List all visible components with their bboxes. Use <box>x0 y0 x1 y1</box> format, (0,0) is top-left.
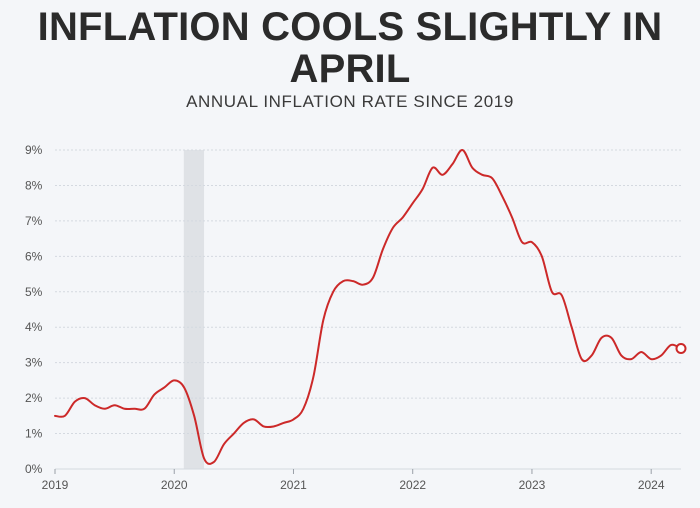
x-tick-label: 2020 <box>161 478 188 492</box>
data-point <box>74 401 76 403</box>
y-tick-label: 1% <box>25 427 43 441</box>
data-point <box>491 177 493 179</box>
y-tick-label: 9% <box>25 143 43 157</box>
y-tick-label: 6% <box>25 249 43 263</box>
data-point <box>213 461 215 463</box>
data-point <box>273 425 275 427</box>
series-line <box>54 149 682 465</box>
data-point <box>362 284 364 286</box>
data-point <box>292 418 294 420</box>
data-point <box>471 167 473 169</box>
data-point <box>263 425 265 427</box>
data-point <box>610 337 612 339</box>
data-point <box>670 344 672 346</box>
data-point <box>531 241 533 243</box>
x-tick-label: 2019 <box>42 478 69 492</box>
data-point <box>173 379 175 381</box>
data-point <box>54 415 56 417</box>
shaded-period <box>183 150 205 469</box>
data-point <box>94 404 96 406</box>
y-tick-label: 3% <box>25 356 43 370</box>
data-point <box>630 358 632 360</box>
data-point <box>511 216 513 218</box>
data-point <box>432 167 434 169</box>
data-point <box>114 404 116 406</box>
x-tick-label: 2021 <box>280 478 307 492</box>
data-point <box>203 457 205 459</box>
data-point <box>84 397 86 399</box>
data-point <box>283 422 285 424</box>
data-point <box>640 351 642 353</box>
data-point <box>591 355 593 357</box>
data-point <box>521 241 523 243</box>
x-tick-label: 2022 <box>399 478 426 492</box>
data-point <box>442 174 444 176</box>
data-point <box>600 337 602 339</box>
data-point <box>223 443 225 445</box>
y-tick-label: 8% <box>25 178 43 192</box>
y-tick-label: 5% <box>25 285 43 299</box>
data-point <box>551 291 553 293</box>
data-point <box>571 326 573 328</box>
data-point <box>451 163 453 165</box>
data-point <box>412 202 414 204</box>
data-point <box>124 408 126 410</box>
x-tick-label: 2024 <box>638 478 665 492</box>
chart-subtitle: ANNUAL INFLATION RATE SINCE 2019 <box>186 92 514 111</box>
data-point <box>481 174 483 176</box>
data-point <box>134 408 136 410</box>
y-tick-label: 7% <box>25 214 43 228</box>
data-point <box>193 415 195 417</box>
data-point <box>253 418 255 420</box>
y-tick-label: 4% <box>25 320 43 334</box>
data-point <box>302 408 304 410</box>
data-point <box>382 248 384 250</box>
data-point <box>163 386 165 388</box>
data-point <box>352 280 354 282</box>
data-point <box>402 216 404 218</box>
data-point <box>422 188 424 190</box>
data-point <box>233 433 235 435</box>
data-point <box>104 408 106 410</box>
data-point <box>312 376 314 378</box>
end-point-marker <box>675 342 687 354</box>
data-point <box>392 227 394 229</box>
data-point <box>372 277 374 279</box>
data-point <box>650 358 652 360</box>
data-point <box>64 415 66 417</box>
y-tick-label: 2% <box>25 391 43 405</box>
data-point <box>143 408 145 410</box>
data-point <box>660 355 662 357</box>
data-point <box>322 319 324 321</box>
data-point <box>501 195 503 197</box>
data-point <box>153 394 155 396</box>
data-point <box>342 280 344 282</box>
data-point <box>243 422 245 424</box>
chart-title: INFLATION COOLS SLIGHTLY IN APRIL <box>37 5 663 91</box>
data-point <box>620 355 622 357</box>
data-point <box>561 294 563 296</box>
x-tick-label: 2023 <box>519 478 546 492</box>
data-point <box>581 358 583 360</box>
data-point <box>332 291 334 293</box>
y-tick-label: 0% <box>25 462 43 476</box>
data-point <box>461 149 463 151</box>
data-point <box>541 255 543 257</box>
data-point <box>183 386 185 388</box>
